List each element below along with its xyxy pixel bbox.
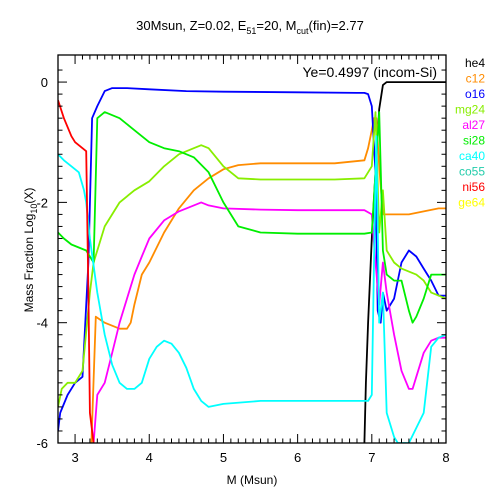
x-tick-label: 7 [368,450,375,465]
x-tick-label: 4 [146,450,153,465]
legend-entry-co55: co55 [459,165,485,179]
series-layer [58,81,446,443]
legend-entry-o16: o16 [465,87,485,101]
series-line-mg24 [58,111,446,408]
legend-entry-si28: si28 [463,134,485,148]
x-tick-label: 5 [220,450,227,465]
legend-entry-he4: he4 [465,56,485,70]
legend-entry-ge64: ge64 [458,196,485,210]
axis-layer: 3 4 5 6 7 8 0 -2 -4 -6 [36,55,450,465]
legend-entry-c12: c12 [466,72,486,86]
y-tick-label: -6 [36,436,48,451]
y-tick-label: -4 [36,316,48,331]
series-line-ca40 [58,135,446,443]
legend-entry-al27: al27 [462,118,485,132]
x-axis-label: M (Msun) [227,473,278,487]
title-m-sub: cut [297,26,310,36]
ylabel-sub: 10 [29,204,39,214]
series-line-ni56 [58,99,95,443]
title-prefix: 30Msun, Z=0.02, E [136,18,247,33]
ylabel-prefix: Mass Fraction Log [22,214,36,313]
series-line-si28 [58,111,446,324]
y-tick-label: 0 [41,75,48,90]
x-tick-label: 6 [294,450,301,465]
x-tick-label: 8 [442,450,449,465]
legend-entry-mg24: mg24 [455,103,485,117]
title-suffix: (fin)=2.77 [309,18,364,33]
chart-title: 30Msun, Z=0.02, E51=20, Mcut(fin)=2.77 [136,18,364,36]
legend-entry-ni56: ni56 [462,180,485,194]
series-line-al27 [92,201,446,443]
y-tick-label: -2 [36,195,48,210]
y-axis-label: Mass Fraction Log10(X) [22,188,39,313]
title-mid: =20, M [256,18,296,33]
annotation-ye: Ye=0.4997 (incom-Si) [302,64,437,80]
plot-frame [57,54,447,444]
legend-entry-ca40: ca40 [459,149,485,163]
ylabel-suffix: (X) [22,188,36,204]
title-e-sub: 51 [246,26,256,36]
series-line-o16 [58,87,446,432]
x-tick-label: 3 [71,450,78,465]
